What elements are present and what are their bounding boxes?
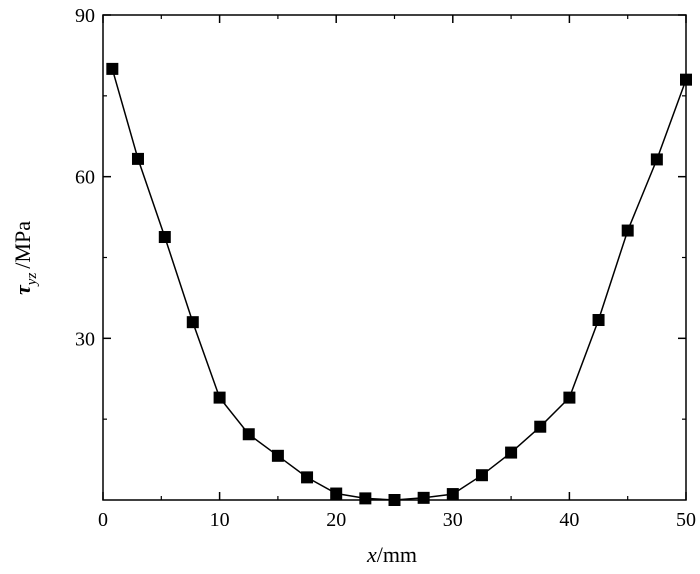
x-tick-label: 30 xyxy=(443,509,463,531)
x-tick-label: 50 xyxy=(676,509,696,531)
data-point-marker xyxy=(213,391,226,404)
data-point-marker xyxy=(592,314,605,327)
data-point-marker xyxy=(417,491,430,504)
data-point-marker xyxy=(563,391,576,404)
y-tick-label: 30 xyxy=(75,328,95,350)
data-point-marker xyxy=(680,73,692,86)
data-point-marker xyxy=(330,487,343,500)
plot-frame xyxy=(102,14,687,501)
x-axis-label-var: x xyxy=(366,542,377,567)
data-point-marker xyxy=(650,153,663,166)
y-axis-label-var: τ xyxy=(10,284,35,295)
data-point-marker xyxy=(388,494,401,506)
data-point-marker xyxy=(359,492,372,505)
y-axis-label-unit: /MPa xyxy=(10,221,35,269)
y-tick-label: 90 xyxy=(75,5,95,27)
data-point-marker xyxy=(158,231,171,244)
x-tick-label: 20 xyxy=(326,509,346,531)
data-point-marker xyxy=(186,316,199,329)
x-tick-label: 40 xyxy=(559,509,579,531)
series-line xyxy=(111,68,687,501)
x-axis-label-unit: /mm xyxy=(377,542,417,567)
data-point-marker xyxy=(271,449,284,462)
data-point-marker xyxy=(242,428,255,441)
data-point-marker xyxy=(131,152,144,165)
y-axis-label-sub: yz xyxy=(24,273,40,288)
data-point-marker xyxy=(301,471,314,484)
data-point-marker xyxy=(534,420,547,433)
series-line-group xyxy=(111,68,687,501)
data-point-marker xyxy=(621,224,634,237)
x-tick-label: 10 xyxy=(210,509,230,531)
y-axis-label: τyz/MPa xyxy=(10,221,40,295)
plot-border xyxy=(102,14,687,501)
data-point-marker xyxy=(475,469,488,482)
series-points-group xyxy=(106,62,692,506)
data-point-marker xyxy=(106,62,119,75)
x-axis-label: x/mm xyxy=(366,542,417,567)
data-point-marker xyxy=(446,488,459,501)
y-axis-ticks: 30 60 90 xyxy=(75,5,686,420)
x-tick-label: 0 xyxy=(98,509,108,531)
data-point-marker xyxy=(505,446,518,459)
x-axis-ticks: 0 10 20 30 40 50 xyxy=(98,15,696,531)
y-tick-label: 60 xyxy=(75,167,95,189)
